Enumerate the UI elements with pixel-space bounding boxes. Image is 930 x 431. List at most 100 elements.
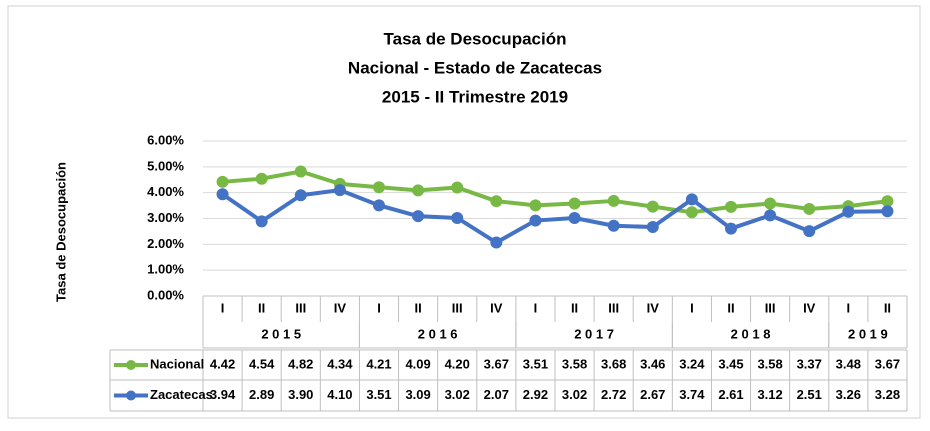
table-value: 4.21 bbox=[366, 356, 391, 371]
table-value: 3.74 bbox=[679, 387, 705, 402]
table-value: 3.37 bbox=[797, 356, 822, 371]
x-group-label: 2 0 1 9 bbox=[848, 326, 888, 341]
y-axis-title: Tasa de Desocupación bbox=[53, 162, 68, 302]
table-value: 4.42 bbox=[210, 356, 235, 371]
y-tick-label: 6.00% bbox=[147, 132, 184, 147]
table-value: 4.34 bbox=[327, 356, 353, 371]
data-point bbox=[685, 193, 698, 206]
data-point bbox=[255, 172, 268, 185]
x-group-label: 2 0 1 6 bbox=[418, 326, 458, 341]
legend-marker bbox=[126, 390, 136, 401]
table-value: 2.72 bbox=[601, 387, 626, 402]
series-line bbox=[221, 188, 888, 245]
table-value: 3.26 bbox=[836, 387, 861, 402]
table-value: 2.07 bbox=[484, 387, 509, 402]
data-point bbox=[216, 188, 229, 201]
x-tick-label: II bbox=[258, 300, 265, 315]
table-value: 3.94 bbox=[210, 387, 236, 402]
y-tick-label: 0.00% bbox=[147, 287, 184, 302]
table-value: 3.09 bbox=[405, 387, 430, 402]
x-tick-label: I bbox=[377, 300, 381, 315]
table-value: 3.67 bbox=[875, 356, 900, 371]
table-value: 2.51 bbox=[797, 387, 822, 402]
data-point bbox=[607, 219, 620, 232]
data-point bbox=[842, 205, 855, 218]
x-tick-label: I bbox=[847, 300, 851, 315]
data-point bbox=[607, 194, 620, 207]
data-point bbox=[294, 189, 307, 202]
table-value: 3.02 bbox=[562, 387, 587, 402]
table-value: 2.89 bbox=[249, 387, 274, 402]
data-point bbox=[412, 184, 425, 197]
chart-title: Tasa de Desocupación bbox=[384, 29, 567, 48]
x-tick-label: I bbox=[221, 300, 225, 315]
data-point bbox=[764, 197, 777, 210]
data-point bbox=[490, 236, 503, 249]
legend-label: Zacatecas bbox=[150, 387, 213, 402]
table-value: 3.58 bbox=[757, 356, 782, 371]
table-value: 3.68 bbox=[601, 356, 626, 371]
table-value: 4.54 bbox=[249, 356, 275, 371]
table-value: 3.02 bbox=[445, 387, 470, 402]
table-value: 3.12 bbox=[757, 387, 782, 402]
data-point bbox=[646, 221, 659, 234]
data-point bbox=[333, 184, 346, 197]
x-tick-label: IV bbox=[490, 300, 503, 315]
x-tick-label: I bbox=[690, 300, 694, 315]
table-value: 3.51 bbox=[366, 387, 391, 402]
x-tick-label: I bbox=[534, 300, 538, 315]
table-value: 3.51 bbox=[523, 356, 548, 371]
data-point bbox=[803, 225, 816, 238]
table-value: 2.92 bbox=[523, 387, 548, 402]
x-tick-label: III bbox=[608, 300, 619, 315]
x-tick-label: II bbox=[727, 300, 734, 315]
table-value: 3.48 bbox=[836, 356, 861, 371]
data-point bbox=[529, 214, 542, 227]
table-value: 3.45 bbox=[718, 356, 743, 371]
data-point bbox=[490, 195, 503, 208]
data-point bbox=[568, 211, 581, 224]
y-tick-label: 4.00% bbox=[147, 184, 184, 199]
y-tick-label: 5.00% bbox=[147, 158, 184, 173]
data-point bbox=[725, 200, 737, 213]
table-value: 4.20 bbox=[445, 356, 470, 371]
x-group-label: 2 0 1 8 bbox=[731, 326, 771, 341]
table-value: 3.90 bbox=[288, 387, 313, 402]
data-point bbox=[803, 202, 816, 215]
series-line bbox=[222, 169, 888, 215]
data-point bbox=[373, 181, 385, 194]
data-point bbox=[568, 197, 581, 210]
data-point bbox=[881, 205, 894, 218]
x-group-label: 2 0 1 7 bbox=[574, 326, 614, 341]
x-tick-label: III bbox=[295, 300, 306, 315]
table-value: 2.61 bbox=[718, 387, 743, 402]
table-value: 3.46 bbox=[640, 356, 665, 371]
data-point bbox=[685, 206, 698, 219]
data-point bbox=[412, 210, 425, 223]
x-tick-label: II bbox=[414, 300, 421, 315]
y-tick-label: 2.00% bbox=[147, 236, 184, 251]
table-value: 4.09 bbox=[405, 356, 430, 371]
table-value: 3.28 bbox=[875, 387, 900, 402]
x-tick-label: III bbox=[452, 300, 463, 315]
x-group-label: 2 0 1 5 bbox=[261, 326, 301, 341]
x-tick-label: II bbox=[571, 300, 578, 315]
data-point bbox=[294, 165, 307, 178]
table-value: 4.10 bbox=[327, 387, 352, 402]
data-point bbox=[529, 199, 542, 212]
table-value: 3.67 bbox=[484, 356, 509, 371]
x-tick-label: IV bbox=[334, 300, 347, 315]
chart-title: Nacional - Estado de Zacatecas bbox=[348, 58, 602, 77]
x-tick-label: IV bbox=[647, 300, 660, 315]
data-point bbox=[725, 222, 737, 235]
chart-title: 2015 - II Trimestre 2019 bbox=[382, 87, 568, 106]
data-point bbox=[373, 199, 385, 212]
legend-marker bbox=[126, 360, 136, 370]
x-tick-label: II bbox=[884, 300, 891, 315]
y-tick-label: 3.00% bbox=[147, 210, 184, 225]
x-tick-label: IV bbox=[803, 300, 816, 315]
table-value: 2.67 bbox=[640, 387, 665, 402]
legend-label: Nacional bbox=[150, 356, 204, 371]
table-value: 3.24 bbox=[679, 356, 705, 371]
